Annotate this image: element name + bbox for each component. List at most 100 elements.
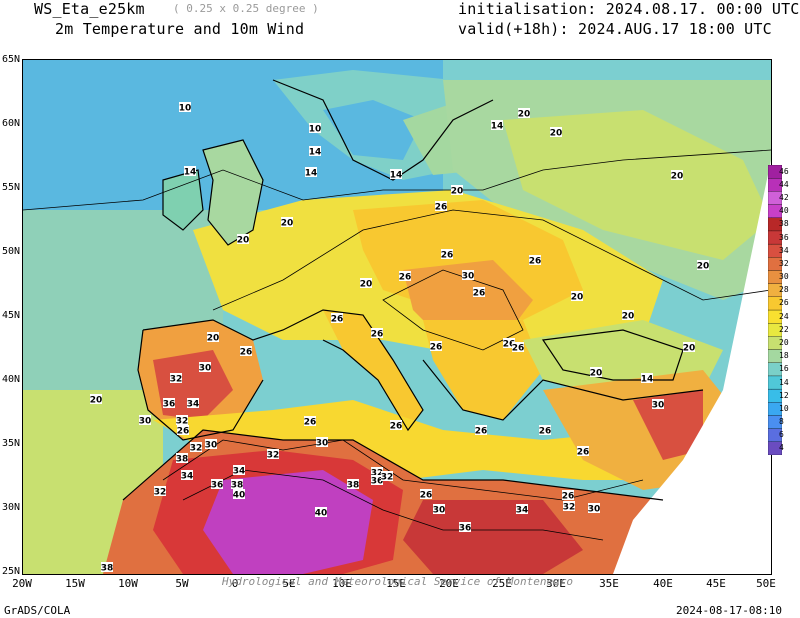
contour-label-bg — [163, 398, 175, 408]
contour-label-text: 32 — [371, 469, 384, 479]
colorbar-label: 26 — [779, 298, 789, 308]
colorbar-label: 22 — [779, 324, 789, 334]
model-name: WS_Eta_e25km — [34, 0, 145, 18]
contour-label-text: 36 — [459, 524, 472, 534]
contour-label-text: 26 — [539, 427, 552, 437]
contour-label: 38 — [176, 453, 189, 465]
contour-label-text: 34 — [187, 400, 200, 410]
contour-label-bg — [697, 260, 709, 270]
contour-label-bg — [641, 373, 653, 383]
contour-label-bg — [577, 446, 589, 456]
contour-label-text: 40 — [233, 491, 246, 501]
contour-label-text: 40 — [315, 509, 328, 519]
colorbar — [767, 164, 783, 456]
contour-label-bg — [430, 341, 442, 351]
contour-label-bg — [281, 217, 293, 227]
contour-label-bg — [305, 167, 317, 177]
colorbar-label: 42 — [779, 192, 789, 202]
contour-label-text: 32 — [267, 451, 280, 461]
contour-label-bg — [199, 362, 211, 372]
contour-label: 32 — [154, 486, 166, 498]
contour-label: 36 — [163, 398, 176, 410]
contour-label-bg — [462, 270, 474, 280]
contour-label-text: 38 — [347, 481, 360, 491]
contour-label: 14 — [641, 373, 653, 385]
contour-label-text: 26 — [562, 492, 575, 502]
contour-label-text: 36 — [163, 400, 176, 410]
contour-label-text: 34 — [516, 506, 529, 516]
contour-label-text: 20 — [550, 129, 563, 139]
sahara-extreme — [203, 470, 373, 574]
contour-label-bg — [90, 394, 102, 404]
contour-label: 20 — [281, 217, 293, 229]
lat-label: 55N — [1, 182, 20, 193]
contour-label-text: 26 — [240, 348, 253, 358]
colorbar-label: 16 — [779, 364, 789, 374]
contour-label-text: 14 — [309, 148, 322, 158]
contour-label-text: 38 — [176, 455, 189, 465]
contour-label-bg — [562, 490, 574, 500]
contour-label: 26 — [473, 287, 485, 299]
contour-label-text: 30 — [205, 441, 218, 451]
contour-label-bg — [331, 313, 343, 323]
contour-label: 30 — [588, 503, 600, 515]
colorbar-swatches — [767, 164, 783, 456]
contour-label-bg — [233, 465, 245, 475]
contour-label: 36 — [211, 479, 223, 491]
contour-label-text: 20 — [237, 236, 250, 246]
lon-label: 10E — [332, 577, 352, 590]
contour-label: 14 — [390, 169, 402, 181]
contour-label-bg — [154, 486, 166, 496]
contour-label-text: 14 — [305, 169, 318, 179]
contour-label: 26 — [304, 416, 316, 428]
footer-software: GrADS/COLA — [4, 604, 71, 617]
contour-label-bg — [433, 504, 445, 514]
contour-label: 20 — [360, 278, 372, 290]
contour-label-bg — [381, 471, 393, 481]
contour-label: 10 — [309, 123, 321, 135]
contour-label-bg — [211, 479, 223, 489]
contour-label-text: 20 — [622, 312, 635, 322]
contour-label: 40 — [233, 489, 246, 501]
contour-label-text: 10 — [179, 104, 192, 114]
russia-warm — [503, 110, 771, 260]
contour-label-bg — [459, 522, 471, 532]
contour-label-bg — [237, 234, 249, 244]
colorbar-label: 24 — [779, 311, 789, 321]
contour-label: 26 — [399, 271, 411, 283]
lat-label: 65N — [1, 54, 20, 65]
contour-label-text: 34 — [233, 467, 246, 477]
contour-label-bg — [512, 342, 524, 352]
contour-label: 26 — [512, 342, 524, 354]
contour-label: 32 — [176, 415, 188, 427]
colorbar-label: 34 — [779, 245, 789, 255]
contour-label-bg — [371, 467, 383, 477]
lat-label: 30N — [1, 502, 20, 513]
isotherm — [382, 269, 524, 351]
contour-label: 32 — [267, 449, 280, 461]
contour-label-text: 26 — [577, 448, 590, 458]
lat-label: 35N — [1, 438, 20, 449]
contour-label: 20 — [683, 342, 695, 354]
colorbar-label: 4 — [779, 443, 784, 453]
contour-label-bg — [315, 507, 327, 517]
contour-label-text: 20 — [451, 187, 464, 197]
contour-label-bg — [267, 449, 279, 459]
contour-label: 34 — [187, 398, 200, 410]
contour-label-text: 26 — [371, 330, 384, 340]
contour-label-text: 32 — [170, 375, 183, 385]
contour-label: 26 — [430, 341, 442, 353]
contour-label-bg — [451, 185, 463, 195]
contour-label: 14 — [309, 146, 322, 158]
contour-label-text: 20 — [590, 369, 603, 379]
contour-label: 10 — [179, 102, 192, 114]
contour-label-text: 38 — [101, 564, 114, 574]
contour-label-bg — [529, 255, 541, 265]
coast-iberia — [137, 329, 264, 441]
contour-label: 38 — [347, 479, 360, 491]
contour-label: 34 — [181, 470, 193, 482]
colorbar-label: 28 — [779, 285, 789, 295]
resolution-note: ( 0.25 x 0.25 degree ) — [173, 2, 319, 15]
contour-label-bg — [187, 398, 199, 408]
contour-label-text: 32 — [190, 444, 203, 454]
